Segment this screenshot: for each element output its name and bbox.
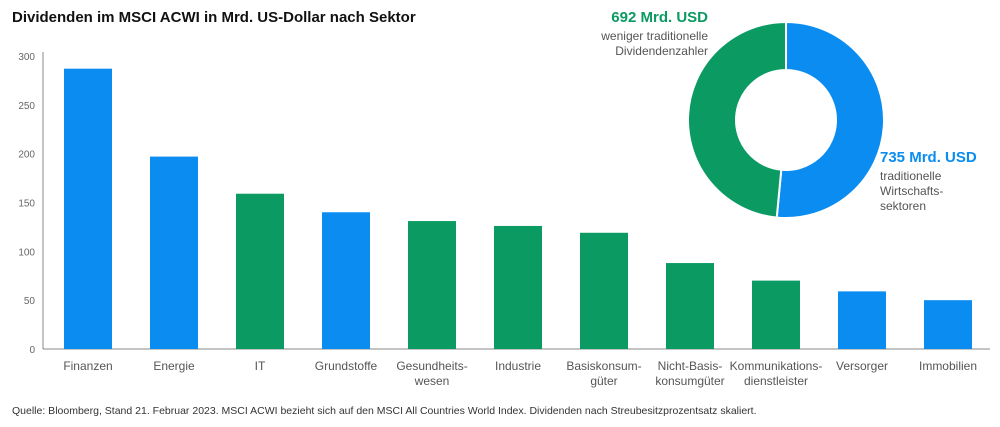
y-tick-label: 100 [18,247,35,258]
donut-label-desc: Wirtschafts- [880,184,943,198]
bar [236,193,284,349]
y-tick-label: 50 [24,296,36,307]
donut-label-desc: weniger traditionelle [600,29,708,43]
x-tick-label: Kommunikations- [730,359,823,373]
y-tick-label: 200 [18,150,35,161]
x-tick-label: Immobilien [919,359,977,373]
bar [838,291,886,349]
bar [666,263,714,349]
bar [64,68,112,350]
source-note: Quelle: Bloomberg, Stand 21. Februar 202… [12,405,757,417]
x-tick-label: Finanzen [63,359,112,373]
donut-slice [775,20,886,219]
bar [580,232,628,349]
donut-label-desc: traditionelle [880,169,942,183]
y-tick-label: 250 [18,101,35,112]
y-tick-label: 0 [29,345,35,356]
bar [150,156,198,349]
donut-label-desc: sektoren [880,199,926,213]
donut-label-desc: Dividendenzahler [615,44,708,58]
x-tick-label: Grundstoffe [315,359,378,373]
x-tick-label: Industrie [495,359,541,373]
x-tick-label: IT [255,359,266,373]
x-tick-label: dienstleister [744,374,808,388]
x-tick-label: konsumgüter [655,374,724,388]
bar [494,225,542,349]
y-tick-label: 150 [18,199,35,210]
x-tick-label: Basiskonsum- [566,359,641,373]
x-tick-label: Versorger [836,359,888,373]
chart-title: Dividenden im MSCI ACWI in Mrd. US-Dolla… [12,9,416,26]
x-tick-label: güter [590,374,617,388]
bar [924,300,972,349]
x-tick-label: Energie [153,359,195,373]
bar [322,212,370,349]
x-tick-label: Gesundheits- [396,359,467,373]
bar [752,280,800,349]
bar [408,221,456,349]
x-tick-label: Nicht-Basis- [658,359,723,373]
donut-label-value: 692 Mrd. USD [611,9,708,26]
x-tick-label: wesen [414,374,450,388]
donut-slice [687,20,787,219]
y-tick-label: 300 [18,52,35,63]
donut-label-value: 735 Mrd. USD [880,149,977,166]
